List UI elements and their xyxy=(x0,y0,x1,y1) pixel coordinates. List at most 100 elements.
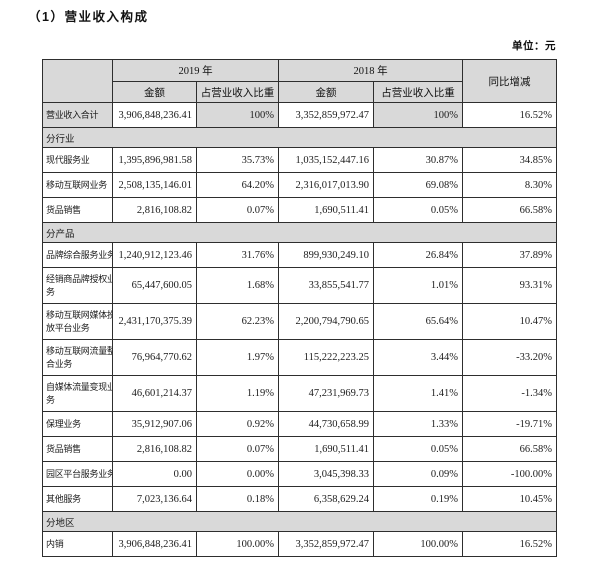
amount-2019-cell: 0.00 xyxy=(112,461,197,487)
amount-2018-cell: 1,690,511.41 xyxy=(278,197,374,223)
row-label: 货品销售 xyxy=(42,197,113,223)
yoy-cell: -100.00% xyxy=(462,461,557,487)
amount-2019-cell: 76,964,770.62 xyxy=(112,339,197,376)
proportion-2018-cell: 100% xyxy=(373,102,463,128)
amount-2018-cell: 899,930,249.10 xyxy=(278,242,374,268)
amount-2018-cell: 44,730,658.99 xyxy=(278,411,374,437)
yoy-cell: 37.89% xyxy=(462,242,557,268)
yoy-cell: 66.58% xyxy=(462,436,557,462)
yoy-cell: 93.31% xyxy=(462,267,557,304)
yoy-cell: 10.47% xyxy=(462,303,557,340)
section-label: 分地区 xyxy=(42,511,557,532)
table-row: 自媒体流量变现业 务 46,601,214.37 1.19% 47,231,969.7… xyxy=(42,375,557,412)
amount-2019-cell: 1,395,896,981.58 xyxy=(112,147,197,173)
section-label: 分行业 xyxy=(42,127,557,148)
proportion-2018-header: 占营业收入比重 xyxy=(373,81,463,103)
amount-2018-header: 金额 xyxy=(278,81,374,103)
table-header: 2019 年 2018 年 同比增减 金额 占营业收入比重 金额 占营业收入比重 xyxy=(42,59,557,103)
amount-2019-cell: 1,240,912,123.46 xyxy=(112,242,197,268)
proportion-2019-cell: 31.76% xyxy=(196,242,279,268)
table-row: 移动互联网流量整 合业务 76,964,770.62 1.97% 115,222,22… xyxy=(42,339,557,376)
table-row: 现代服务业 1,395,896,981.58 35.73% 1,035,152,447… xyxy=(42,147,557,173)
header-row-years: 2019 年 2018 年 同比增减 xyxy=(42,59,557,103)
yoy-cell: 16.52% xyxy=(462,102,557,128)
proportion-2018-cell: 0.19% xyxy=(373,486,463,512)
proportion-2019-cell: 1.19% xyxy=(196,375,279,412)
yoy-cell: 10.45% xyxy=(462,486,557,512)
proportion-2018-cell: 69.08% xyxy=(373,172,463,198)
yoy-cell: 8.30% xyxy=(462,172,557,198)
proportion-2018-cell: 65.64% xyxy=(373,303,463,340)
proportion-2019-cell: 62.23% xyxy=(196,303,279,340)
proportion-2019-cell: 0.18% xyxy=(196,486,279,512)
yoy-cell: 66.58% xyxy=(462,197,557,223)
revenue-composition-table: 2019 年 2018 年 同比增减 金额 占营业收入比重 金额 占营业收入比重… xyxy=(42,59,557,557)
amount-2018-cell: 3,045,398.33 xyxy=(278,461,374,487)
proportion-2018-cell: 3.44% xyxy=(373,339,463,376)
proportion-2018-cell: 26.84% xyxy=(373,242,463,268)
row-label: 移动互联网媒体投 放平台业务 xyxy=(42,303,113,340)
amount-2019-cell: 46,601,214.37 xyxy=(112,375,197,412)
amount-2018-cell: 33,855,541.77 xyxy=(278,267,374,304)
yoy-cell: 16.52% xyxy=(462,531,557,557)
proportion-2019-cell: 0.00% xyxy=(196,461,279,487)
row-label: 园区平台服务业务 xyxy=(42,461,113,487)
proportion-2019-header: 占营业收入比重 xyxy=(196,81,279,103)
year-2019-header: 2019 年 xyxy=(112,59,279,82)
amount-2018-cell: 3,352,859,972.47 xyxy=(278,531,374,557)
amount-2018-cell: 1,690,511.41 xyxy=(278,436,374,462)
row-label: 营业收入合计 xyxy=(42,102,113,128)
row-label: 其他服务 xyxy=(42,486,113,512)
table-row: 移动互联网业务 2,508,135,146.01 64.20% 2,316,017,0… xyxy=(42,172,557,198)
proportion-2019-cell: 0.07% xyxy=(196,436,279,462)
table-body: 营业收入合计 3,906,848,236.41 100% 3,352,859,972.… xyxy=(42,102,557,557)
row-label: 自媒体流量变现业 务 xyxy=(42,375,113,412)
amount-2019-cell: 7,023,136.64 xyxy=(112,486,197,512)
amount-2018-cell: 3,352,859,972.47 xyxy=(278,102,374,128)
unit-label: 单位：元 xyxy=(512,40,556,52)
proportion-2019-cell: 0.07% xyxy=(196,197,279,223)
proportion-2019-cell: 1.97% xyxy=(196,339,279,376)
section-row: 分产品 xyxy=(42,222,557,243)
row-label: 保理业务 xyxy=(42,411,113,437)
table-row: 货品销售 2,816,108.82 0.07% 1,690,511.41 0.05% 66… xyxy=(42,436,557,462)
yoy-cell: -19.71% xyxy=(462,411,557,437)
amount-2018-cell: 1,035,152,447.16 xyxy=(278,147,374,173)
amount-2019-cell: 2,816,108.82 xyxy=(112,436,197,462)
amount-2019-cell: 35,912,907.06 xyxy=(112,411,197,437)
year-2018-header: 2018 年 xyxy=(278,59,463,82)
yoy-cell: -1.34% xyxy=(462,375,557,412)
amount-2019-cell: 2,816,108.82 xyxy=(112,197,197,223)
amount-2019-cell: 2,508,135,146.01 xyxy=(112,172,197,198)
section-row: 分地区 xyxy=(42,511,557,532)
amount-2018-cell: 6,358,629.24 xyxy=(278,486,374,512)
row-label: 移动互联网业务 xyxy=(42,172,113,198)
table-row: 保理业务 35,912,907.06 0.92% 44,730,658.99 1.33%… xyxy=(42,411,557,437)
proportion-2019-cell: 35.73% xyxy=(196,147,279,173)
amount-2018-cell: 2,316,017,013.90 xyxy=(278,172,374,198)
yoy-cell: -33.20% xyxy=(462,339,557,376)
amount-2018-cell: 2,200,794,790.65 xyxy=(278,303,374,340)
table-row: 经销商品牌授权业 务 65,447,600.05 1.68% 33,855,541.7… xyxy=(42,267,557,304)
proportion-2018-cell: 1.01% xyxy=(373,267,463,304)
proportion-2018-cell: 0.05% xyxy=(373,197,463,223)
table-row: 移动互联网媒体投 放平台业务 2,431,170,375.39 62.23% 2,20… xyxy=(42,303,557,340)
proportion-2018-cell: 100.00% xyxy=(373,531,463,557)
table-row: 其他服务 7,023,136.64 0.18% 6,358,629.24 0.19% 10… xyxy=(42,486,557,512)
page-title: （1）营业收入构成 xyxy=(28,10,149,24)
table-row: 货品销售 2,816,108.82 0.07% 1,690,511.41 0.05% 66… xyxy=(42,197,557,223)
total-row: 营业收入合计 3,906,848,236.41 100% 3,352,859,972.… xyxy=(42,102,557,128)
amount-2019-cell: 3,906,848,236.41 xyxy=(112,531,197,557)
table-row: 内销 3,906,848,236.41 100.00% 3,352,859,972.4… xyxy=(42,531,557,557)
table-row: 园区平台服务业务 0.00 0.00% 3,045,398.33 0.09% -100.0… xyxy=(42,461,557,487)
row-label: 品牌综合服务业务 xyxy=(42,242,113,268)
amount-2019-cell: 3,906,848,236.41 xyxy=(112,102,197,128)
amount-2019-cell: 65,447,600.05 xyxy=(112,267,197,304)
proportion-2019-cell: 1.68% xyxy=(196,267,279,304)
row-label: 移动互联网流量整 合业务 xyxy=(42,339,113,376)
row-label: 货品销售 xyxy=(42,436,113,462)
proportion-2018-cell: 30.87% xyxy=(373,147,463,173)
yoy-header: 同比增减 xyxy=(462,59,557,103)
corner-cell xyxy=(42,59,113,103)
